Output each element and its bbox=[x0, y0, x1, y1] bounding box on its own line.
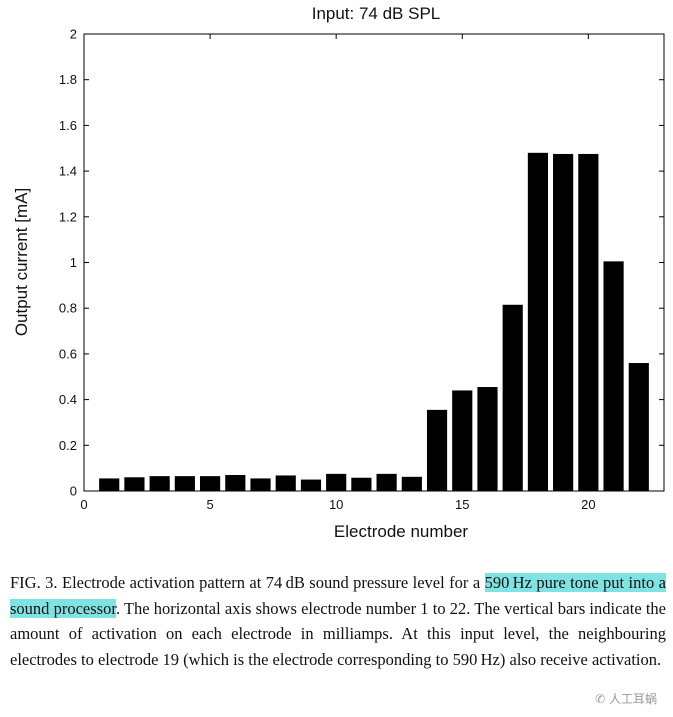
bar-electrode-3 bbox=[149, 476, 170, 491]
bar-electrode-6 bbox=[225, 475, 246, 491]
y-tick-label: 2 bbox=[70, 27, 77, 42]
bar-electrode-19 bbox=[553, 153, 574, 491]
bar-electrode-16 bbox=[477, 387, 498, 491]
bar-electrode-18 bbox=[527, 152, 548, 491]
bar-electrode-10 bbox=[326, 473, 347, 491]
bar-electrode-8 bbox=[275, 475, 296, 491]
bar-electrode-1 bbox=[99, 478, 120, 491]
chart-title: Input: 74 dB SPL bbox=[312, 4, 441, 23]
y-tick-label: 1.2 bbox=[59, 209, 77, 224]
caption-rest: . The horizontal axis shows electrode nu… bbox=[10, 598, 666, 669]
bar-electrode-13 bbox=[401, 476, 422, 491]
y-tick-label: 1 bbox=[70, 255, 77, 270]
x-tick-label: 10 bbox=[329, 497, 343, 512]
figure-caption: FIG. 3. Electrode activation pattern at … bbox=[10, 570, 666, 672]
bar-electrode-20 bbox=[578, 153, 599, 491]
x-tick-label: 15 bbox=[455, 497, 469, 512]
bars-group bbox=[99, 152, 649, 491]
x-tick-label: 20 bbox=[581, 497, 595, 512]
bar-chart: Input: 74 dB SPL 0 5 10 15 20 0 0.2 0.4 0.6 0.8 1… bbox=[12, 4, 665, 541]
bar-electrode-4 bbox=[174, 476, 195, 491]
plot-frame bbox=[83, 33, 665, 492]
bar-electrode-22 bbox=[628, 363, 649, 491]
y-axis-ticks: 0 0.2 0.4 0.6 0.8 1 1.2 1.4 1.6 1.8 2 bbox=[59, 27, 664, 499]
y-tick-label: 0.6 bbox=[59, 346, 77, 361]
y-tick-label: 0 bbox=[70, 484, 77, 499]
plot-area-border bbox=[83, 33, 665, 492]
bar-electrode-12 bbox=[376, 473, 397, 491]
y-tick-label: 0.2 bbox=[59, 438, 77, 453]
bar-electrode-15 bbox=[452, 390, 473, 491]
bar-electrode-14 bbox=[426, 409, 448, 491]
x-tick-label: 5 bbox=[206, 497, 213, 512]
y-tick-label: 1.8 bbox=[59, 72, 77, 87]
bar-electrode-2 bbox=[124, 477, 145, 491]
bar-electrode-11 bbox=[351, 477, 372, 491]
y-tick-label: 1.6 bbox=[59, 118, 77, 133]
y-tick-label: 0.4 bbox=[59, 392, 77, 407]
y-tick-label: 1.4 bbox=[59, 164, 77, 179]
bar-electrode-7 bbox=[250, 478, 271, 491]
x-axis-label: Electrode number bbox=[334, 522, 469, 541]
watermark-label: 人工耳蜗 bbox=[608, 692, 657, 706]
y-tick-label: 0.8 bbox=[59, 301, 77, 316]
y-axis-label: Output current [mA] bbox=[12, 188, 31, 336]
bar-electrode-17 bbox=[502, 304, 523, 491]
bar-electrode-21 bbox=[603, 261, 624, 491]
x-axis-ticks: 0 5 10 15 20 bbox=[80, 34, 596, 512]
caption-lead: FIG. 3. Electrode activation pattern at … bbox=[10, 573, 485, 592]
bar-electrode-9 bbox=[300, 479, 322, 491]
bar-electrode-5 bbox=[200, 476, 221, 491]
wechat-icon: ✆ bbox=[595, 692, 606, 706]
x-tick-label: 0 bbox=[80, 497, 87, 512]
watermark-text: ✆ 人工耳蜗 bbox=[595, 690, 657, 707]
